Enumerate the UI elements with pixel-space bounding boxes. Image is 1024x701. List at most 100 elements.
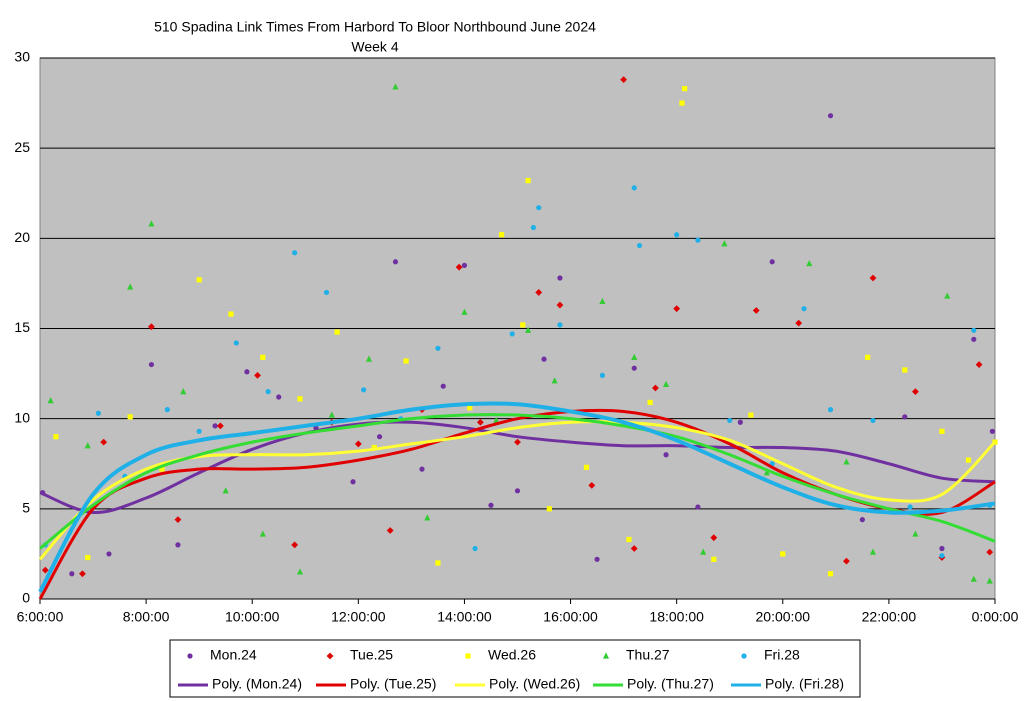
point <box>682 86 688 92</box>
point <box>763 469 770 476</box>
y-tick-label: 10 <box>14 409 30 425</box>
point <box>902 367 908 373</box>
point <box>509 331 515 337</box>
point <box>843 458 850 465</box>
point <box>588 481 596 489</box>
y-tick-label: 30 <box>14 49 30 65</box>
y-tick-label: 25 <box>14 139 30 155</box>
point <box>907 504 913 510</box>
point <box>535 289 543 296</box>
point <box>386 527 394 534</box>
point <box>971 327 977 333</box>
point <box>748 412 754 418</box>
x-tick-label: 20:00:00 <box>756 609 811 625</box>
point <box>79 570 86 578</box>
point <box>127 414 133 420</box>
point <box>795 319 803 327</box>
point <box>599 372 605 378</box>
chart-subtitle: Week 4 <box>351 39 398 55</box>
point <box>84 442 91 449</box>
point <box>403 358 409 364</box>
point <box>376 434 383 440</box>
legend-box <box>169 639 861 698</box>
legend-label: Poly. (Fri.28) <box>765 676 844 692</box>
x-tick-label: 10:00:00 <box>225 609 280 625</box>
point <box>100 438 108 446</box>
point <box>148 220 155 227</box>
x-tick-label: 16:00:00 <box>543 609 598 625</box>
x-tick-label: 14:00:00 <box>437 609 492 625</box>
x-tick-label: 0:00:00 <box>972 609 1019 625</box>
point <box>711 556 717 562</box>
point <box>47 397 54 404</box>
point <box>869 548 877 555</box>
point <box>939 545 945 552</box>
point <box>630 545 638 552</box>
legend-label: Poly. (Thu.27) <box>627 676 714 692</box>
point <box>801 306 807 312</box>
point <box>493 416 500 424</box>
point <box>727 417 733 424</box>
x-tick-label: 12:00:00 <box>331 609 386 625</box>
point <box>912 530 919 537</box>
legend-label: Poly. (Wed.26) <box>489 676 580 692</box>
point <box>530 224 537 231</box>
point <box>328 411 335 418</box>
y-tick-label: 20 <box>14 229 30 245</box>
point <box>106 551 112 557</box>
point <box>472 545 478 552</box>
point <box>514 488 521 494</box>
point <box>870 417 876 424</box>
point <box>986 577 993 584</box>
point <box>95 410 101 416</box>
point <box>557 275 563 281</box>
point <box>69 571 75 577</box>
point <box>216 422 224 430</box>
point <box>244 369 250 375</box>
x-tick-label: 8:00:00 <box>123 609 170 625</box>
point <box>520 322 526 328</box>
point <box>737 419 743 425</box>
point <box>965 457 972 463</box>
point <box>673 305 681 313</box>
point <box>626 536 632 543</box>
point <box>827 407 834 413</box>
point <box>865 354 871 360</box>
point <box>551 377 558 384</box>
point <box>700 548 707 555</box>
point <box>583 464 590 470</box>
trendline <box>38 420 997 561</box>
point <box>392 259 399 265</box>
point <box>679 100 685 106</box>
point <box>233 340 239 346</box>
point <box>196 277 202 283</box>
legend-marker <box>326 652 334 660</box>
point <box>222 487 229 494</box>
point <box>476 418 484 426</box>
point <box>631 365 637 371</box>
point <box>292 250 298 256</box>
point <box>647 399 653 406</box>
point <box>254 371 261 379</box>
point <box>912 388 919 396</box>
point <box>525 178 531 184</box>
point <box>652 384 659 392</box>
point <box>419 466 425 472</box>
legend-label: Tue.25 <box>350 647 393 663</box>
point <box>843 557 850 565</box>
point <box>175 542 181 548</box>
point <box>180 388 187 395</box>
point <box>461 262 468 268</box>
point <box>636 242 643 249</box>
point <box>440 383 446 389</box>
point <box>599 297 606 305</box>
point <box>85 554 91 561</box>
point <box>361 387 367 393</box>
trendline <box>39 413 996 550</box>
point <box>461 308 468 315</box>
point <box>556 301 564 309</box>
legend-marker <box>741 653 747 659</box>
point <box>986 548 994 556</box>
point <box>297 396 303 402</box>
y-tick-label: 5 <box>22 500 30 516</box>
